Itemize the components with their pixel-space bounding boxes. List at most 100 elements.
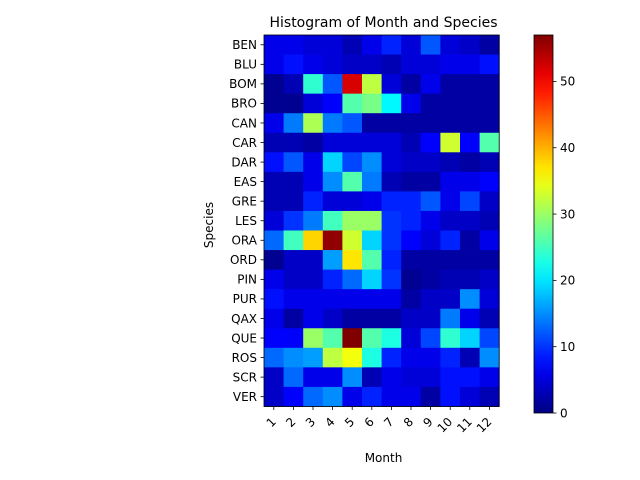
heatmap-cell [401,250,422,270]
y-tick-label: BEN [232,38,257,52]
heatmap-cell [283,191,304,212]
heatmap-cell [362,113,382,134]
heatmap-cell [381,328,402,349]
heatmap-cell [401,93,422,114]
heatmap-cell [381,74,402,95]
heatmap-cell [479,230,500,251]
heatmap-cell [283,54,304,75]
y-tick-label: PUR [233,292,257,306]
heatmap-cell [362,152,382,173]
heatmap-cell [303,269,324,290]
heatmap-cell [264,113,284,134]
heatmap-cell [381,35,402,55]
heatmap-cell [362,74,382,95]
heatmap-cell [440,269,461,290]
heatmap-cell [362,210,382,231]
y-tick-label: CAN [231,116,257,130]
heatmap-cell [303,386,324,407]
heatmap-cell [440,152,461,173]
heatmap-cell [381,191,402,212]
heatmap-cell [362,289,382,310]
heatmap-cell [322,328,343,349]
heatmap-cell [303,191,324,212]
heatmap-cell [264,93,284,114]
heatmap-cell [440,191,461,212]
heatmap-cell [460,113,480,134]
heatmap-cell [264,347,284,368]
heatmap-cell [322,308,343,329]
heatmap-cell [381,54,402,75]
y-tick-label: GRE [232,194,257,208]
heatmap-cell [440,132,461,153]
heatmap-cell [264,171,284,192]
heatmap-cell [322,113,343,134]
heatmap-cell [342,250,363,270]
heatmap-cell [381,289,402,310]
heatmap-cell [479,347,500,368]
heatmap-cell [283,171,304,192]
heatmap-cell [401,35,422,55]
y-tick-label: BRO [231,97,257,111]
heatmap-cell [401,191,422,212]
heatmap-cell [420,93,441,114]
heatmap-cell [283,386,304,407]
heatmap-cell [362,132,382,153]
colorbar-tick-label: 10 [560,340,575,354]
heatmap-cell [381,132,402,153]
heatmap-cell [479,191,500,212]
heatmap-cell [283,230,304,251]
heatmap-cell [479,250,500,270]
heatmap-cell [322,35,343,55]
heatmap-cell [342,113,363,134]
heatmap-cell [303,152,324,173]
y-tick-labels: BEN BLU BOM BRO CAN CAR DAR EAS GRE LES ORA ORD PIN P… [229,38,264,404]
heatmap-cell [322,367,343,388]
y-tick-label: QUE [231,331,257,345]
heatmap-cell [322,171,343,192]
heatmap-cell [362,171,382,192]
heatmap-cell [460,74,480,95]
heatmap-cell [440,250,461,270]
heatmap-cell [303,367,324,388]
heatmap-cell [381,386,402,407]
heatmap-cell [381,347,402,368]
heatmap-cell [479,269,500,290]
heatmap-cell [303,74,324,95]
heatmap-cell [264,191,284,212]
heatmap-cell [322,347,343,368]
heatmap-cell [283,269,304,290]
heatmap-cell [479,74,500,95]
heatmap-cell [460,328,480,349]
heatmap-cell [401,74,422,95]
heatmap-cell [381,210,402,231]
heatmap-cell [283,93,304,114]
heatmap-cell [322,152,343,173]
x-axis-label: Month [365,451,403,465]
heatmap-cell [401,230,422,251]
heatmap-cell [479,308,500,329]
heatmap-cell [303,210,324,231]
heatmap-cell [479,328,500,349]
heatmap-cell [303,54,324,75]
heatmap-cell [420,347,441,368]
heatmap-cell [362,367,382,388]
heatmap-cell [420,269,441,290]
heatmap-cell [342,132,363,153]
heatmap-cell [401,328,422,349]
heatmap-cell [283,289,304,310]
heatmap-cell [322,230,343,251]
heatmap-cell [362,230,382,251]
heatmap-cell [479,132,500,153]
heatmap-cell [479,367,500,388]
heatmap-cell [460,289,480,310]
heatmap-cell [401,54,422,75]
heatmap-cell [381,93,402,114]
heatmap-cell [440,347,461,368]
heatmap-cell [264,328,284,349]
heatmap-cell [342,347,363,368]
heatmap-cell [420,74,441,95]
heatmap-cell [420,367,441,388]
heatmap-cell [440,113,461,134]
heatmap-cell [460,367,480,388]
